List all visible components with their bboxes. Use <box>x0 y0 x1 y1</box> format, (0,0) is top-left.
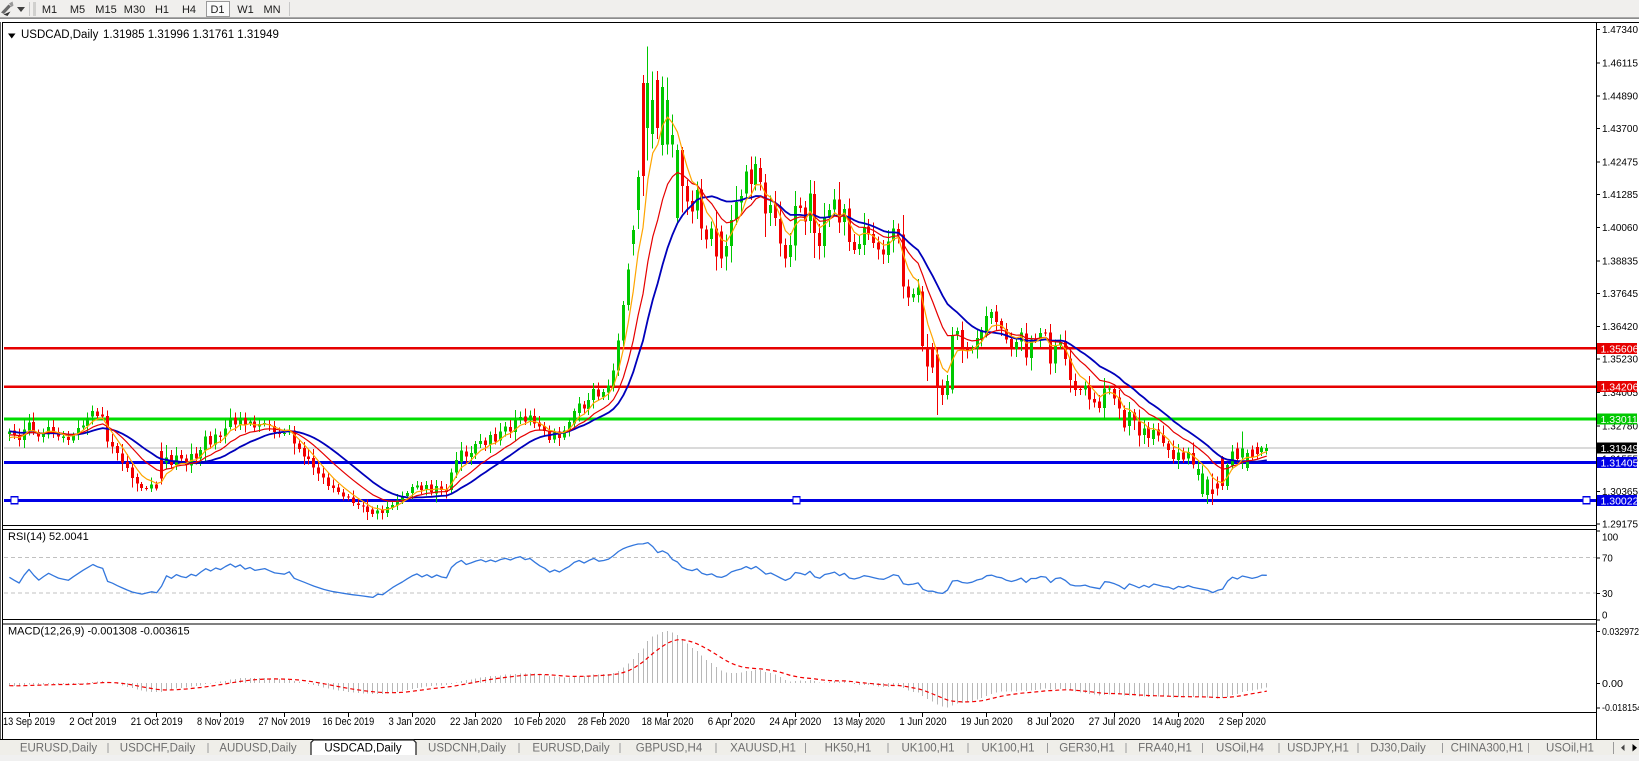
svg-text:13 May 2020: 13 May 2020 <box>833 716 885 728</box>
svg-text:1.47340: 1.47340 <box>1602 24 1638 36</box>
svg-text:2 Oct 2019: 2 Oct 2019 <box>69 716 116 728</box>
svg-text:W1: W1 <box>237 4 254 16</box>
svg-text:USDCAD,Daily: USDCAD,Daily <box>324 743 402 755</box>
svg-text:H4: H4 <box>182 4 196 16</box>
svg-text:MN: MN <box>263 4 280 16</box>
svg-text:1.36420: 1.36420 <box>1602 321 1638 333</box>
svg-text:AUDUSD,Daily: AUDUSD,Daily <box>219 743 297 755</box>
svg-text:1.41285: 1.41285 <box>1602 189 1638 201</box>
svg-text:HK50,H1: HK50,H1 <box>825 743 872 755</box>
svg-text:1.29175: 1.29175 <box>1602 518 1638 530</box>
svg-text:13 Sep 2019: 13 Sep 2019 <box>3 716 55 728</box>
svg-text:1.30022: 1.30022 <box>1601 495 1639 507</box>
svg-text:24 Apr 2020: 24 Apr 2020 <box>769 716 821 728</box>
svg-text:1 Jun 2020: 1 Jun 2020 <box>899 716 946 728</box>
svg-text:2 Sep 2020: 2 Sep 2020 <box>1219 716 1266 728</box>
svg-text:1.34206: 1.34206 <box>1601 382 1639 394</box>
svg-text:21 Oct 2019: 21 Oct 2019 <box>131 716 183 728</box>
svg-text:1.42475: 1.42475 <box>1602 156 1638 168</box>
svg-text:0: 0 <box>1602 610 1608 622</box>
svg-text:27 Nov 2019: 27 Nov 2019 <box>258 716 310 728</box>
svg-text:0.00: 0.00 <box>1602 678 1623 690</box>
svg-text:XAUUSD,H1: XAUUSD,H1 <box>730 743 796 755</box>
svg-text:MACD(12,26,9) -0.001308 -0.003: MACD(12,26,9) -0.001308 -0.003615 <box>8 626 190 638</box>
svg-text:14 Aug 2020: 14 Aug 2020 <box>1152 716 1204 728</box>
svg-text:19 Jun 2020: 19 Jun 2020 <box>961 716 1013 728</box>
svg-text:1.35230: 1.35230 <box>1602 354 1638 366</box>
svg-text:27 Jul 2020: 27 Jul 2020 <box>1089 716 1141 728</box>
svg-text:8 Nov 2019: 8 Nov 2019 <box>197 716 244 728</box>
svg-text:EURUSD,Daily: EURUSD,Daily <box>532 743 610 755</box>
svg-text:M1: M1 <box>42 4 57 16</box>
svg-text:1.37645: 1.37645 <box>1602 288 1638 300</box>
svg-text:100: 100 <box>1602 532 1618 544</box>
svg-text:FRA40,H1: FRA40,H1 <box>1138 743 1192 755</box>
svg-text:GER30,H1: GER30,H1 <box>1059 743 1115 755</box>
svg-text:16 Dec 2019: 16 Dec 2019 <box>322 716 374 728</box>
svg-text:USOil,H1: USOil,H1 <box>1546 743 1594 755</box>
svg-text:D1: D1 <box>210 4 224 16</box>
svg-text:0.032972: 0.032972 <box>1602 626 1639 638</box>
svg-text:1.31949: 1.31949 <box>1601 443 1639 455</box>
svg-text:1.46115: 1.46115 <box>1602 57 1638 69</box>
svg-text:1.44890: 1.44890 <box>1602 91 1638 103</box>
svg-text:USDCHF,Daily: USDCHF,Daily <box>120 743 196 755</box>
svg-text:M15: M15 <box>95 4 116 16</box>
svg-text:UK100,H1: UK100,H1 <box>981 743 1034 755</box>
svg-text:1.40060: 1.40060 <box>1602 222 1638 234</box>
svg-text:H1: H1 <box>155 4 169 16</box>
svg-text:M5: M5 <box>70 4 85 16</box>
svg-text:M30: M30 <box>124 4 145 16</box>
svg-text:USDCNH,Daily: USDCNH,Daily <box>428 743 506 755</box>
svg-text:GBPUSD,H4: GBPUSD,H4 <box>636 743 703 755</box>
svg-text:CHINA300,H1: CHINA300,H1 <box>1451 743 1524 755</box>
svg-text:10 Feb 2020: 10 Feb 2020 <box>514 716 566 728</box>
svg-text:3 Jan 2020: 3 Jan 2020 <box>389 716 436 728</box>
svg-text:DJ30,Daily: DJ30,Daily <box>1370 743 1426 755</box>
svg-text:70: 70 <box>1602 552 1613 564</box>
svg-text:1.43700: 1.43700 <box>1602 123 1638 135</box>
svg-text:1.38835: 1.38835 <box>1602 256 1638 268</box>
svg-text:1.31405: 1.31405 <box>1601 458 1639 470</box>
svg-text:EURUSD,Daily: EURUSD,Daily <box>20 743 98 755</box>
svg-text:UK100,H1: UK100,H1 <box>901 743 954 755</box>
svg-text:USDJPY,H1: USDJPY,H1 <box>1287 743 1349 755</box>
svg-text:18 Mar 2020: 18 Mar 2020 <box>642 716 694 728</box>
svg-text:8 Jul 2020: 8 Jul 2020 <box>1027 716 1074 728</box>
svg-text:1.31985 1.31996 1.31761 1.3194: 1.31985 1.31996 1.31761 1.31949 <box>103 29 279 41</box>
svg-text:RSI(14) 52.0041: RSI(14) 52.0041 <box>8 531 89 543</box>
svg-text:1.35606: 1.35606 <box>1601 343 1639 355</box>
svg-text:1.33011: 1.33011 <box>1601 414 1638 426</box>
svg-text:USDCAD,Daily: USDCAD,Daily <box>21 29 99 41</box>
svg-text:22 Jan 2020: 22 Jan 2020 <box>450 716 502 728</box>
svg-text:28 Feb 2020: 28 Feb 2020 <box>578 716 630 728</box>
svg-text:USOil,H4: USOil,H4 <box>1216 743 1265 755</box>
svg-text:6 Apr 2020: 6 Apr 2020 <box>708 716 755 728</box>
svg-text:30: 30 <box>1602 588 1613 600</box>
svg-text:-0.018154: -0.018154 <box>1602 702 1639 714</box>
